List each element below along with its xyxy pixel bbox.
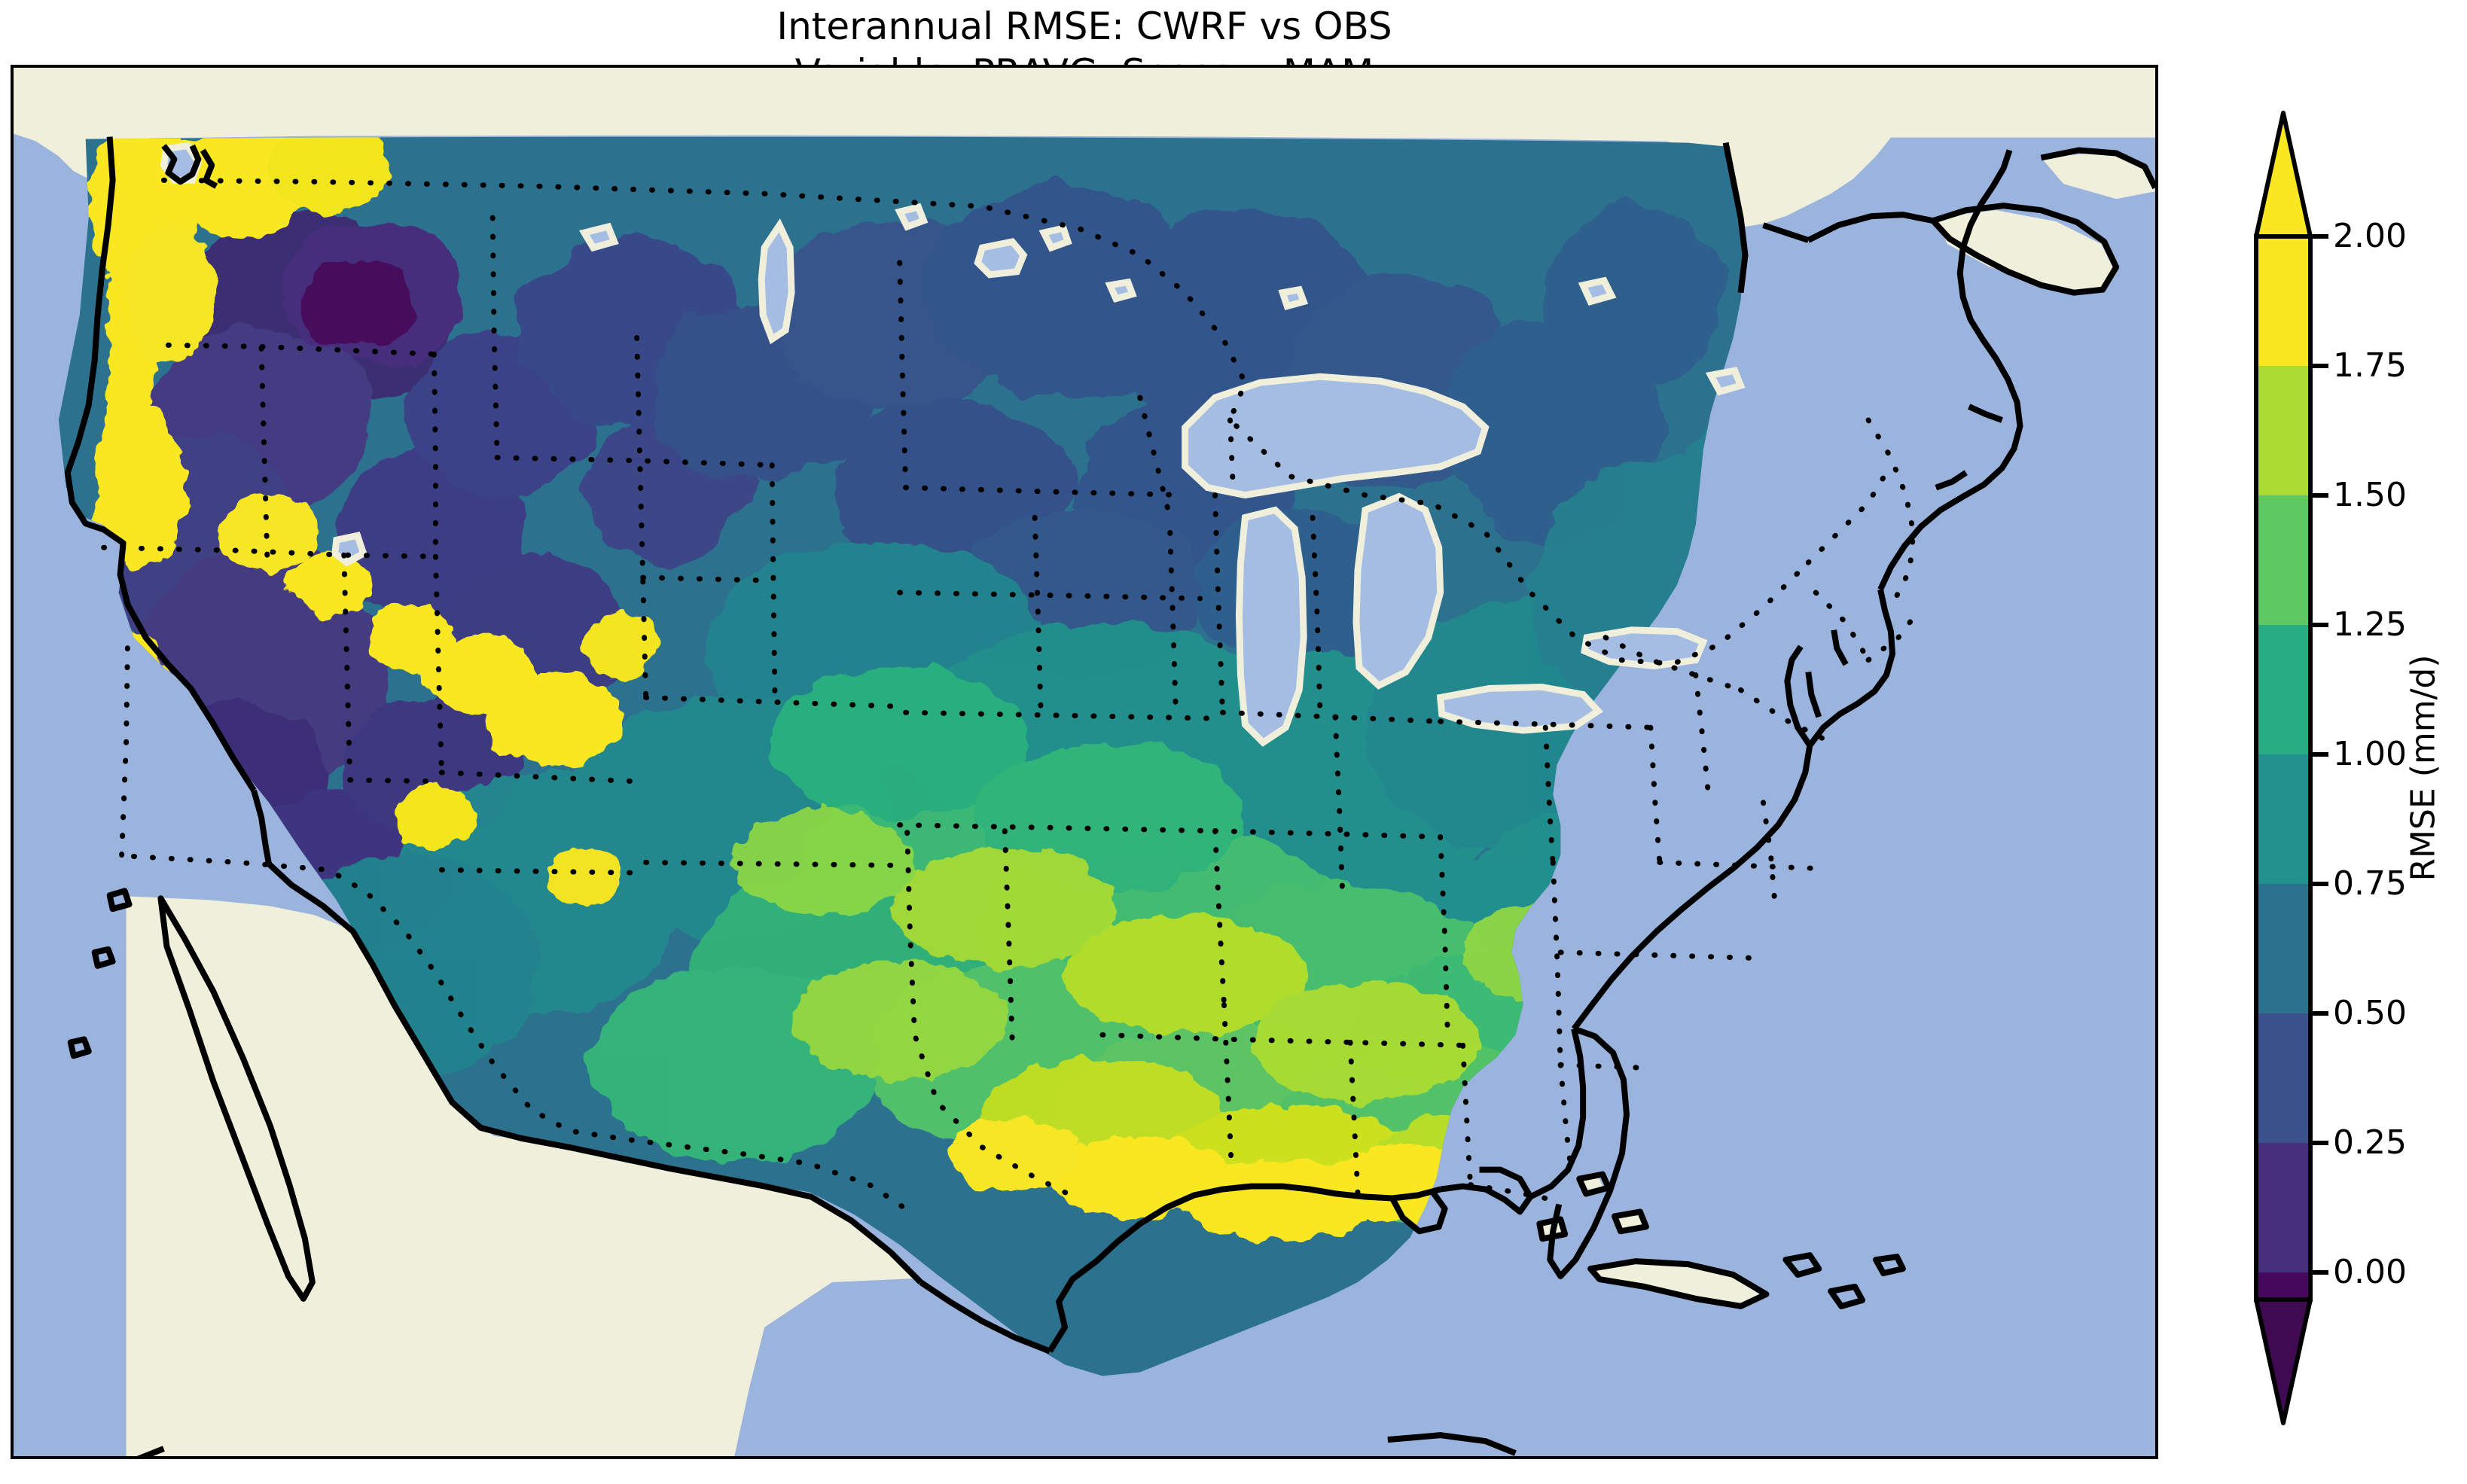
colorbar-extend-min-arrow bbox=[2254, 1297, 2313, 1425]
land-polygons bbox=[14, 68, 2155, 1456]
coastlines bbox=[64, 136, 2155, 1456]
colorbar-axis-label: RMSE (mm/d) bbox=[2404, 654, 2443, 882]
great-lakes bbox=[160, 142, 1746, 747]
colorbar-tick-label: 0.75 bbox=[2333, 864, 2407, 903]
colorbar-tick-label: 0.50 bbox=[2333, 994, 2407, 1032]
colorbar-tick-label: 1.50 bbox=[2333, 476, 2407, 514]
colorbar-gradient bbox=[2254, 111, 2328, 1425]
colorbar-tick-label: 1.00 bbox=[2333, 735, 2407, 773]
map-canvas bbox=[14, 68, 2155, 1456]
colorbar-tick-label: 0.00 bbox=[2333, 1253, 2407, 1291]
colorbar-tick-label: 0.25 bbox=[2333, 1123, 2407, 1162]
state-borders bbox=[101, 177, 1924, 1217]
map-plot-area bbox=[11, 65, 2158, 1459]
title-line-1: Interannual RMSE: CWRF vs OBS bbox=[776, 5, 1392, 48]
colorbar-tick-label: 2.00 bbox=[2333, 217, 2407, 255]
colorbar-tick-label: 1.75 bbox=[2333, 346, 2407, 385]
colorbar-tick-label: 1.25 bbox=[2333, 605, 2407, 644]
colorbar[interactable]: 2.00 1.75 1.50 1.25 1.00 0.75 0.50 0.25 … bbox=[2244, 105, 2467, 1431]
colorbar-extend-max-arrow bbox=[2254, 111, 2313, 239]
